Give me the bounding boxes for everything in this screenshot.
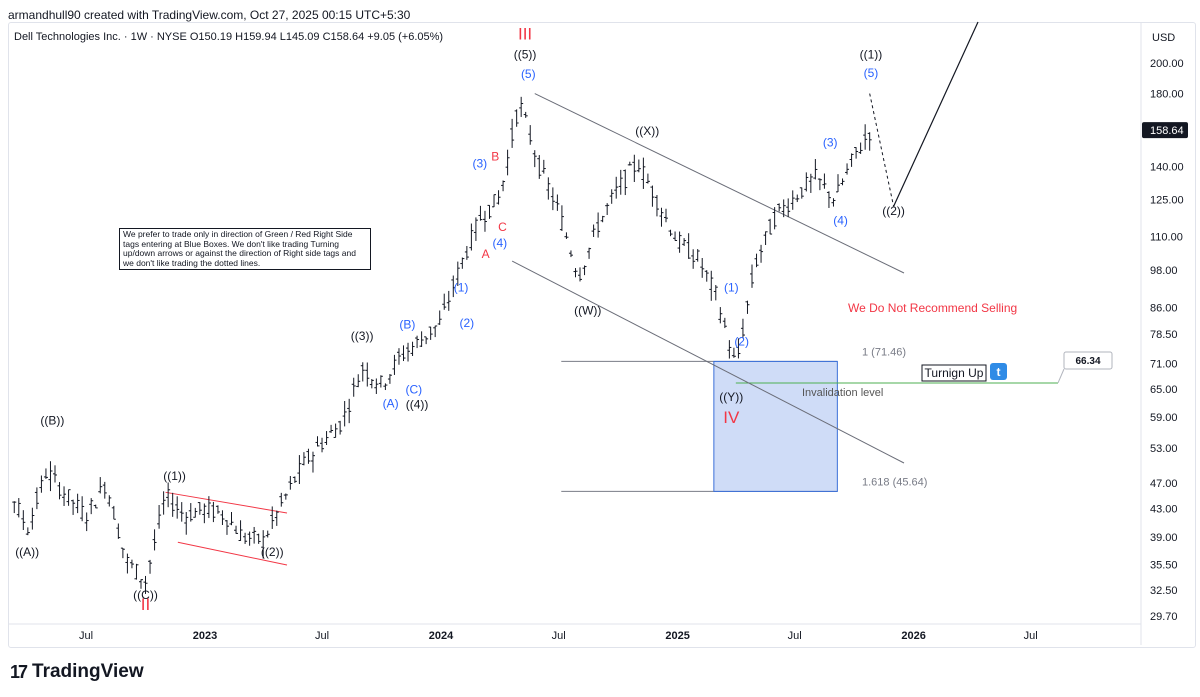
price-tick-label: 43.00 — [1150, 504, 1178, 516]
price-note-pointer — [1057, 368, 1065, 384]
price-note-box — [1063, 351, 1113, 370]
wave-label: (4) — [493, 236, 508, 250]
wave-label: (2) — [460, 316, 475, 330]
channel-upper-line — [534, 93, 905, 274]
price-tick-label: 98.00 — [1150, 265, 1178, 277]
price-tick-label: 39.00 — [1150, 532, 1178, 544]
wave-label: ((1)) — [860, 48, 883, 62]
wave-label: ((1)) — [163, 469, 186, 483]
wave-label: B — [491, 149, 499, 163]
price-tick-label: 78.50 — [1150, 329, 1178, 341]
channel-lower-line — [511, 260, 905, 464]
time-tick-label: 2026 — [901, 630, 925, 642]
price-tick-label: 47.00 — [1150, 478, 1178, 490]
price-tick-label: 53.00 — [1150, 443, 1178, 455]
turning-up-label: Turnign Up — [925, 366, 984, 380]
time-tick-label: Jul — [788, 630, 802, 642]
price-tick-label: 110.00 — [1150, 231, 1183, 243]
price-tick-label: 200.00 — [1150, 58, 1184, 70]
price-tick-label: 32.50 — [1150, 585, 1178, 597]
wave-label: (1) — [454, 280, 469, 294]
wave-label: ((5)) — [514, 48, 537, 62]
wave-label: ((C)) — [133, 588, 158, 602]
wave-label: (1) — [724, 280, 739, 294]
wave-label: (2) — [734, 334, 749, 348]
wave-label: (3) — [472, 156, 487, 170]
wave-label: (B) — [399, 318, 415, 332]
time-tick-label: Jul — [315, 630, 329, 642]
projection-dotted-line — [869, 93, 895, 207]
price-tick-label: 86.00 — [1150, 303, 1178, 315]
time-tick-label: Jul — [552, 630, 566, 642]
price-tick-label: 59.00 — [1150, 412, 1178, 424]
wave-label: (A) — [383, 396, 399, 410]
time-tick-label: Jul — [79, 630, 93, 642]
wave-label: (4) — [833, 214, 848, 228]
wave-label: III — [518, 24, 532, 43]
time-tick-label: Jul — [1024, 630, 1038, 642]
price-note-label: 66.34 — [1075, 356, 1100, 367]
wave-label: ((2)) — [261, 545, 284, 559]
projection-up-line — [893, 21, 979, 207]
fib-label-1: 1 (71.46) — [862, 346, 906, 358]
price-tick-label: 71.00 — [1150, 358, 1178, 370]
wedge-upper-line — [165, 491, 288, 514]
wave-label: (5) — [521, 67, 536, 81]
symbol-legend: Dell Technologies Inc. · 1W · NYSE O150.… — [14, 31, 443, 43]
wave-label: (3) — [823, 135, 838, 149]
tradingview-logo[interactable]: 17 TradingView — [10, 661, 144, 683]
chart-frame[interactable] — [8, 22, 1196, 648]
wave-label: A — [482, 247, 490, 261]
currency-label: USD — [1152, 32, 1175, 44]
wave-label: ((3)) — [351, 329, 374, 343]
symbol-name: Dell Technologies Inc. · 1W · NYSE — [14, 31, 187, 43]
tradingview-logo-icon: 17 — [10, 661, 28, 682]
price-tick-label: 180.00 — [1150, 89, 1184, 101]
turning-up-arrow-icon — [990, 363, 1007, 380]
wave-label: ((Y)) — [719, 390, 743, 404]
wave-label: ((2)) — [882, 204, 905, 218]
price-tick-label: 140.00 — [1150, 161, 1184, 173]
turning-up-box — [921, 364, 987, 382]
wave-label: ((A)) — [15, 545, 39, 559]
wedge-lower-line — [177, 541, 288, 566]
last-price-label: 158.64 — [1150, 125, 1184, 137]
wave-label: ((4)) — [406, 397, 429, 411]
attribution-text: armandhull90 created with TradingView.co… — [8, 8, 411, 22]
ohlc-values: O150.19 H159.94 L145.09 C158.64 +9.05 (+… — [189, 31, 444, 43]
time-tick-label: 2025 — [665, 630, 689, 642]
time-tick-label: 2024 — [429, 630, 454, 642]
turning-up-arrow-glyph: t — [997, 365, 1001, 379]
time-tick-label: 2023 — [193, 630, 217, 642]
candles-group — [12, 96, 872, 594]
wave-label: (C) — [406, 382, 423, 396]
invalidation-label: Invalidation level — [802, 387, 883, 399]
wave-label: II — [141, 595, 150, 614]
wave-label: ((X)) — [635, 124, 659, 138]
price-tick-label: 125.00 — [1150, 194, 1184, 206]
tradingview-logo-text: TradingView — [32, 661, 144, 682]
last-price-tag — [1142, 122, 1188, 139]
not-recommend-note: We Do Not Recommend Selling — [848, 301, 1017, 315]
price-tick-label: 29.70 — [1150, 611, 1178, 623]
disclaimer-text: We prefer to trade only in direction of … — [119, 228, 371, 270]
price-tick-label: 35.50 — [1150, 559, 1178, 571]
price-tick-label: 65.00 — [1150, 384, 1178, 396]
wave-label: ((W)) — [574, 304, 601, 318]
wave-label: (5) — [864, 66, 879, 80]
wave-label: ((B)) — [40, 413, 64, 427]
wave-label: IV — [723, 408, 740, 427]
wave-label: C — [498, 220, 507, 234]
disclaimer-box: We prefer to trade only in direction of … — [119, 228, 371, 270]
fib-label-1618: 1.618 (45.64) — [862, 476, 927, 488]
